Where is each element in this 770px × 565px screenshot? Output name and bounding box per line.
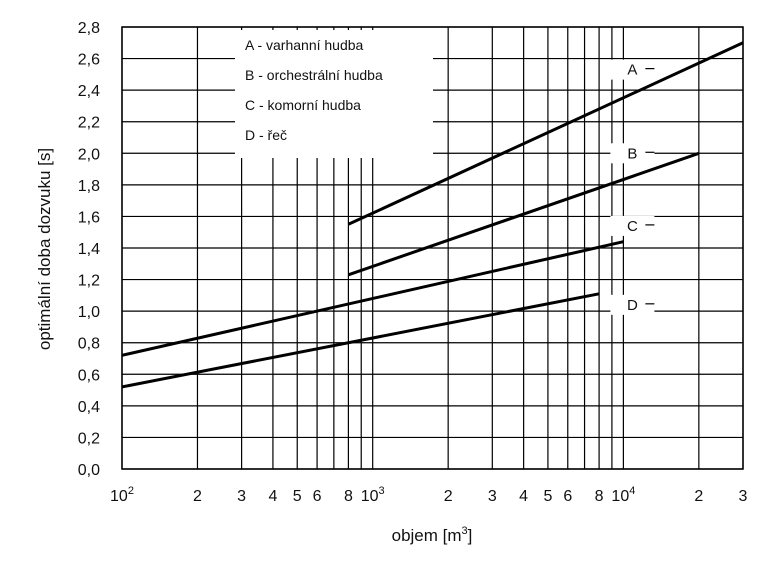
series-label-d: D (627, 297, 638, 314)
x-tick-label: 3 (237, 488, 246, 505)
legend-entry: B - orchestrální hudba (245, 67, 383, 83)
y-tick-label: 2,4 (78, 83, 100, 100)
y-tick-label: 0,2 (78, 430, 100, 447)
series-label-c: C (627, 218, 638, 235)
x-tick-label: 4 (268, 488, 277, 505)
x-tick-label: 2 (444, 488, 453, 505)
series-line-c (121, 240, 624, 357)
legend-backdrop (235, 30, 433, 158)
x-axis-title: objem [m3] (392, 525, 473, 545)
series-lines (121, 41, 744, 389)
y-axis-title: optimální doba dozvuku [s] (35, 148, 54, 350)
x-tick-label: 8 (595, 488, 604, 505)
series-label-b: B (627, 145, 637, 162)
series-labels: A B C D (610, 59, 655, 315)
series-label-backdrop (610, 59, 655, 80)
plot-frame (121, 26, 744, 470)
x-tick-label: 3 (488, 488, 497, 505)
y-tick-label: 0,6 (78, 367, 100, 384)
y-tick-label: 0,8 (78, 336, 100, 353)
series-line-d (121, 292, 600, 389)
x-axis-title-sup: 3 (462, 525, 468, 537)
legend-entry: D - řeč (245, 127, 287, 143)
x-tick-label: 5 (293, 488, 302, 505)
plot-border (121, 26, 744, 470)
x-tick-label: 3 (739, 488, 748, 505)
y-tick-label: 2,8 (78, 20, 100, 37)
x-tick-label: 2 (193, 488, 202, 505)
y-tick-label: 2,0 (78, 146, 100, 163)
x-tick-label: 5 (543, 488, 552, 505)
x-tick-exp: 3 (379, 485, 385, 497)
y-tick-label: 1,0 (78, 304, 100, 321)
legend-entry: C - komorní hudba (245, 97, 361, 113)
x-axis-title-main: objem [m (392, 526, 462, 545)
series-label-backdrop (610, 294, 655, 315)
series-label-backdrop (610, 143, 655, 164)
x-tick-exp: 4 (629, 485, 635, 497)
x-tick-label: 102 (110, 485, 134, 505)
legend-entry: A - varhanní hudba (245, 37, 364, 53)
x-axis-title-tail: ] (468, 526, 473, 545)
legend: A - varhanní hudba B - orchestrální hudba… (235, 30, 433, 158)
x-tick-label: 104 (611, 485, 635, 505)
x-tick-label: 8 (344, 488, 353, 505)
series-label-backdrop (610, 215, 655, 236)
x-tick-label: 103 (361, 485, 385, 505)
x-tick-base: 10 (361, 488, 379, 505)
x-tick-label: 6 (563, 488, 572, 505)
x-tick-base: 10 (110, 488, 128, 505)
series-label-a: A (627, 62, 637, 79)
x-tick-label: 2 (694, 488, 703, 505)
y-tick-label: 0,0 (78, 462, 100, 479)
x-tick-base: 10 (611, 488, 629, 505)
y-tick-label: 1,8 (78, 178, 100, 195)
x-tick-labels: 102 2 3 4 5 6 8 103 2 3 4 5 6 8 104 2 3 (110, 485, 748, 505)
x-tick-label: 6 (313, 488, 322, 505)
y-tick-labels: 0,0 0,2 0,4 0,6 0,8 1,0 1,2 1,4 1,6 1,8 2,0 2,2 2,4 2… (78, 20, 100, 479)
x-tick-exp: 2 (128, 485, 134, 497)
y-tick-label: 2,2 (78, 115, 100, 132)
y-tick-label: 1,4 (78, 241, 100, 258)
x-tick-label: 4 (519, 488, 528, 505)
y-tick-label: 0,4 (78, 399, 100, 416)
series-line-a (347, 41, 744, 226)
y-tick-label: 1,2 (78, 273, 100, 290)
y-tick-label: 1,6 (78, 209, 100, 226)
y-tick-label: 2,6 (78, 52, 100, 69)
series-line-b (347, 151, 700, 277)
